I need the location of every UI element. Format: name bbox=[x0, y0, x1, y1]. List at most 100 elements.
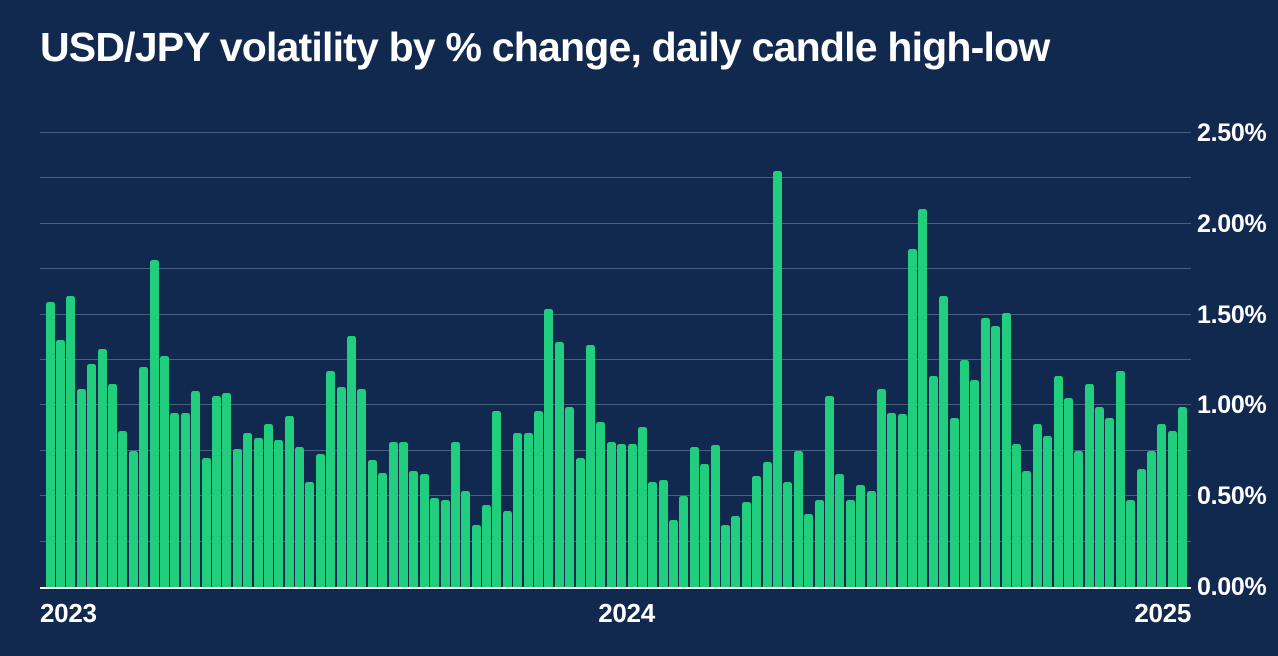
bar bbox=[949, 418, 959, 587]
bar bbox=[274, 439, 284, 587]
bar bbox=[960, 360, 970, 587]
bar bbox=[762, 461, 772, 587]
gridline bbox=[40, 313, 1191, 315]
bar bbox=[658, 479, 668, 587]
bar bbox=[991, 325, 1001, 587]
bar bbox=[565, 407, 575, 587]
bar bbox=[596, 421, 606, 587]
y-tick-label: 0.00% bbox=[1197, 573, 1267, 601]
bar bbox=[1022, 470, 1032, 587]
x-axis-line bbox=[40, 587, 1191, 589]
bar bbox=[741, 501, 751, 587]
y-tick-label: 1.00% bbox=[1197, 391, 1267, 420]
bar bbox=[66, 296, 76, 587]
bar bbox=[326, 370, 336, 587]
bar bbox=[367, 459, 377, 587]
bar bbox=[201, 458, 211, 587]
bar bbox=[1032, 423, 1042, 587]
bar bbox=[1053, 376, 1063, 587]
bar bbox=[222, 392, 232, 587]
bar bbox=[471, 525, 481, 587]
bar bbox=[211, 396, 221, 587]
bar bbox=[305, 481, 315, 587]
bar bbox=[1105, 418, 1115, 587]
gridline bbox=[40, 359, 1191, 360]
bar bbox=[347, 336, 356, 587]
y-tick-label: 0.50% bbox=[1197, 482, 1267, 511]
bar bbox=[939, 296, 949, 587]
bar bbox=[866, 490, 876, 587]
bar bbox=[97, 349, 107, 587]
bar bbox=[513, 432, 523, 587]
bar bbox=[263, 423, 273, 587]
bar bbox=[752, 476, 762, 587]
bar bbox=[804, 514, 814, 587]
bar bbox=[554, 341, 564, 587]
bar bbox=[56, 340, 66, 587]
gridline bbox=[40, 177, 1191, 179]
bar bbox=[45, 301, 55, 587]
bar bbox=[378, 472, 388, 587]
bar bbox=[1167, 430, 1177, 587]
x-axis-labels: 2023 2024 2025 bbox=[40, 598, 1191, 628]
bar bbox=[430, 498, 440, 587]
x-year-label: 2024 bbox=[598, 598, 655, 628]
bar bbox=[887, 412, 897, 587]
bar bbox=[1136, 468, 1146, 587]
bar bbox=[648, 481, 658, 587]
bar bbox=[108, 383, 118, 587]
x-year-label: 2023 bbox=[40, 598, 97, 628]
bar bbox=[824, 396, 834, 587]
bar bbox=[606, 441, 616, 587]
bar bbox=[783, 481, 793, 587]
bar bbox=[1157, 423, 1167, 587]
bar bbox=[928, 376, 938, 587]
bar bbox=[575, 458, 585, 587]
bar bbox=[191, 390, 201, 587]
bar bbox=[461, 490, 471, 587]
bar bbox=[170, 412, 180, 587]
y-tick-label: 1.50% bbox=[1197, 300, 1267, 329]
bar bbox=[1074, 450, 1084, 587]
bar bbox=[159, 356, 169, 587]
bar bbox=[908, 249, 918, 587]
bar bbox=[679, 496, 689, 587]
bar bbox=[814, 499, 824, 587]
bar bbox=[689, 447, 699, 587]
bar bbox=[637, 427, 647, 587]
bar bbox=[856, 485, 866, 587]
bar bbox=[710, 445, 720, 587]
bar bbox=[232, 448, 242, 587]
bar bbox=[1084, 383, 1094, 587]
bar bbox=[295, 447, 305, 587]
bar bbox=[180, 412, 190, 587]
bar bbox=[502, 510, 512, 587]
chart-title: USD/JPY volatility by % change, daily ca… bbox=[40, 24, 1050, 70]
bar bbox=[876, 389, 886, 587]
bar bbox=[627, 443, 637, 587]
bar bbox=[139, 367, 149, 587]
plot-area bbox=[40, 131, 1191, 589]
bar bbox=[1011, 443, 1021, 587]
bar bbox=[1063, 398, 1073, 587]
bar bbox=[315, 454, 325, 587]
bar bbox=[492, 410, 502, 587]
bar bbox=[845, 499, 855, 587]
bar bbox=[897, 414, 907, 587]
bar bbox=[1001, 312, 1011, 587]
bar bbox=[700, 463, 710, 587]
bar bbox=[918, 209, 928, 587]
bar bbox=[357, 389, 367, 587]
bar bbox=[149, 260, 159, 587]
bar bbox=[773, 171, 782, 587]
bar bbox=[388, 441, 398, 587]
bar bbox=[409, 470, 419, 587]
bar bbox=[253, 438, 263, 587]
bar bbox=[721, 525, 731, 587]
bar bbox=[482, 505, 492, 587]
bar bbox=[419, 474, 429, 587]
bar bbox=[76, 389, 86, 587]
gridline bbox=[40, 404, 1191, 406]
bar bbox=[440, 499, 450, 587]
